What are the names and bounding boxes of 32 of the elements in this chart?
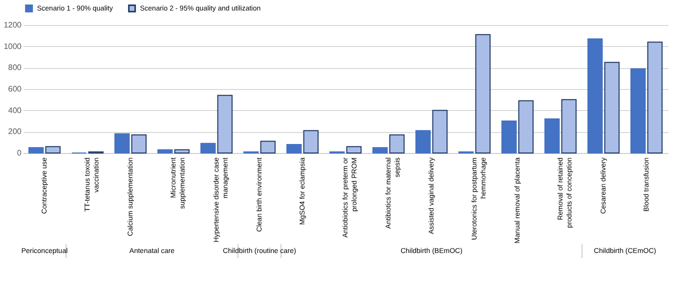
bar (174, 149, 190, 154)
bar (647, 42, 663, 154)
bar (475, 34, 491, 154)
bar (346, 146, 362, 154)
bar (217, 94, 233, 154)
bar (587, 38, 603, 154)
bar (389, 134, 405, 154)
y-tick-label: 200 (8, 127, 22, 136)
bar (303, 130, 319, 154)
y-tick-label: 400 (8, 106, 22, 115)
bar (415, 130, 431, 154)
y-tick-label: 0 (17, 148, 22, 158)
bar (604, 62, 620, 154)
bar (45, 146, 61, 154)
bar (501, 120, 517, 154)
bar (544, 118, 560, 154)
bar (561, 99, 577, 154)
bar (518, 100, 534, 154)
bar (131, 134, 147, 154)
bar (630, 68, 646, 154)
y-tick-label: 1200 (4, 20, 22, 30)
y-tick-label: 800 (8, 63, 22, 72)
bar (157, 149, 173, 154)
bar (260, 140, 276, 154)
bar (114, 133, 130, 154)
bar (28, 147, 44, 154)
bar (372, 147, 388, 154)
bar (286, 144, 302, 154)
y-tick-label: 1000 (4, 42, 22, 51)
bar (200, 142, 216, 154)
y-tick-label: 600 (8, 84, 22, 94)
bar (432, 110, 448, 154)
